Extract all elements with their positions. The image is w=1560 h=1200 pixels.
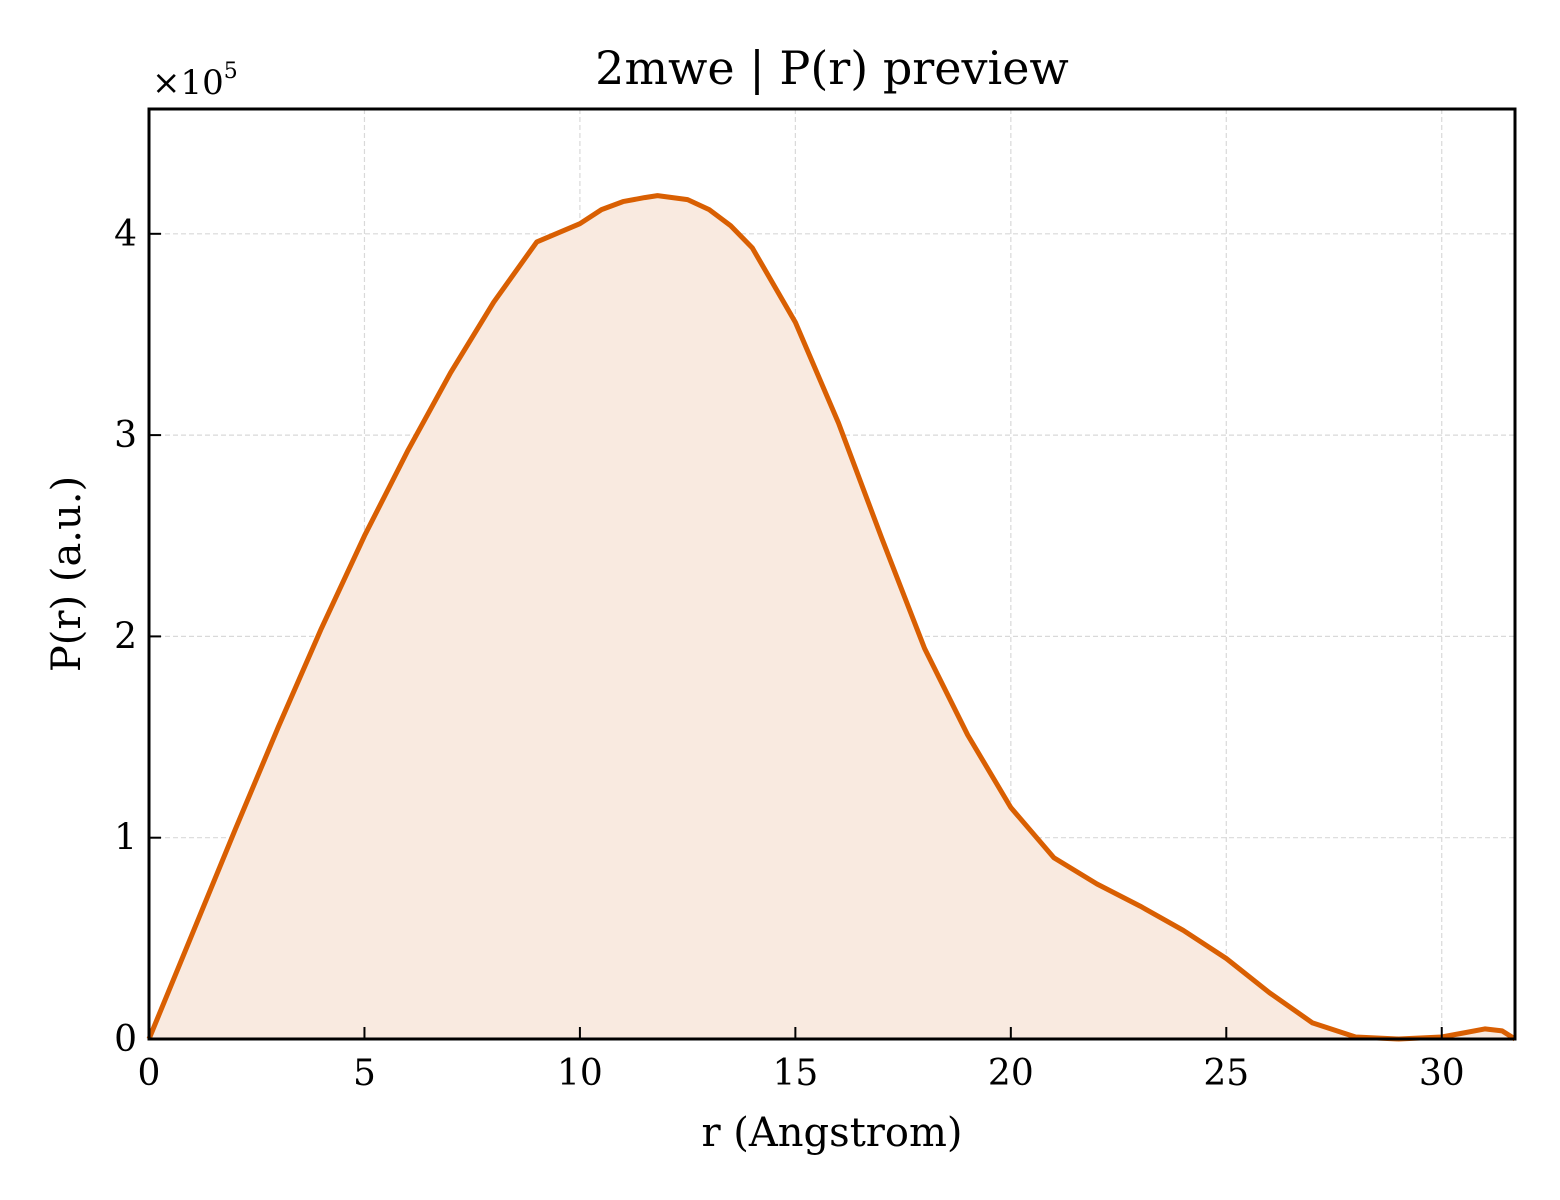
x-tick-label: 25 bbox=[1203, 1053, 1249, 1094]
y-tick-label: 2 bbox=[114, 616, 137, 657]
y-axis-label: P(r) (a.u.) bbox=[44, 476, 90, 672]
y-tick-label: 1 bbox=[114, 818, 137, 859]
y-ticks: 0 1 2 3 4 bbox=[114, 214, 161, 1060]
y-axis-multiplier: ×105 bbox=[152, 59, 238, 103]
x-tick-label: 0 bbox=[138, 1053, 161, 1094]
x-tick-label: 15 bbox=[772, 1053, 818, 1094]
y-tick-label: 4 bbox=[114, 214, 137, 255]
x-tick-label: 5 bbox=[353, 1053, 376, 1094]
chart-title: 2mwe | P(r) preview bbox=[595, 41, 1069, 95]
x-ticks: 0 5 10 15 20 25 30 bbox=[138, 1027, 1465, 1094]
x-tick-label: 20 bbox=[988, 1053, 1034, 1094]
x-tick-label: 10 bbox=[557, 1053, 603, 1094]
y-multiplier-base: ×10 bbox=[152, 63, 224, 103]
y-tick-label: 0 bbox=[114, 1019, 137, 1060]
x-axis-label: r (Angstrom) bbox=[701, 1110, 962, 1156]
series-fill bbox=[149, 195, 1515, 1040]
series-line bbox=[146, 193, 1517, 1042]
plot-frame bbox=[147, 107, 1517, 1041]
y-multiplier-exponent: 5 bbox=[224, 59, 238, 84]
y-tick-label: 3 bbox=[114, 415, 137, 456]
x-tick-label: 30 bbox=[1419, 1053, 1465, 1094]
